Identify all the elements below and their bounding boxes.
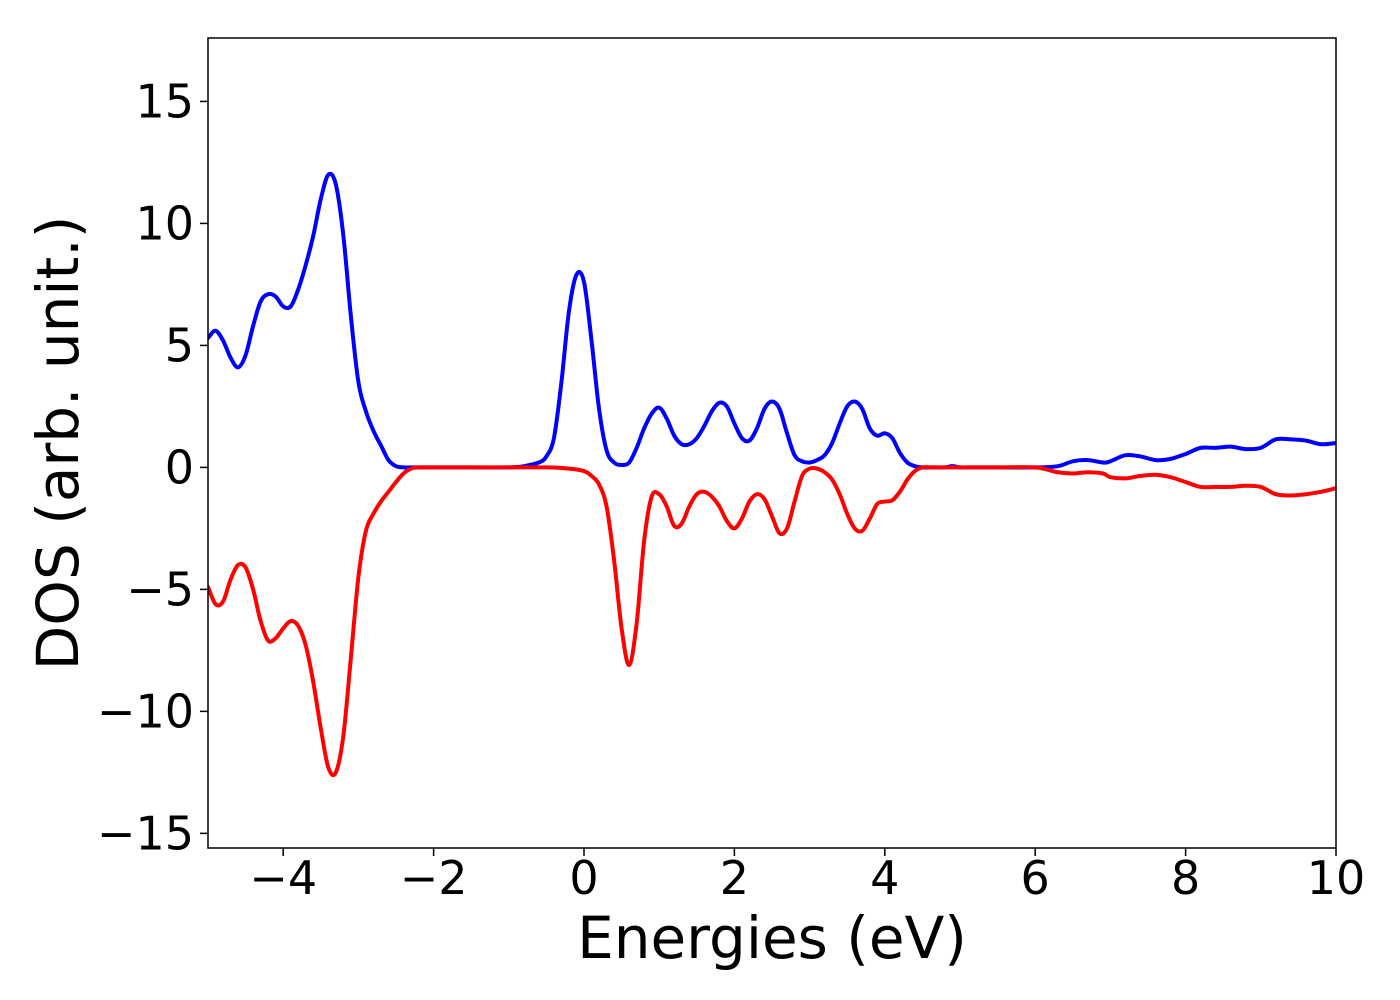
- series-layer: [208, 171, 1336, 778]
- plot-frame: [207, 37, 1337, 849]
- y-tick-label: −15: [97, 806, 194, 860]
- y-ticks: 15 10 5 0 −5 −10 −15: [97, 74, 208, 860]
- x-tick-label: 10: [1307, 851, 1366, 905]
- series-line-1: [208, 171, 1336, 470]
- x-tick-label: 4: [870, 851, 899, 905]
- x-axis-label: Energies (eV): [577, 904, 967, 972]
- x-tick-label: −4: [249, 851, 317, 905]
- y-tick-label: 0: [165, 440, 194, 494]
- x-tick-label: 0: [569, 851, 598, 905]
- y-axis-label: DOS (arb. unit.): [24, 216, 92, 671]
- x-tick-label: −2: [400, 851, 468, 905]
- y-tick-label: 10: [135, 196, 194, 250]
- x-tick-label: 6: [1021, 851, 1050, 905]
- series-line-2: [208, 465, 1336, 778]
- x-tick-label: 8: [1171, 851, 1200, 905]
- y-tick-label: −10: [97, 684, 194, 738]
- y-tick-label: 5: [165, 318, 194, 372]
- x-tick-label: 2: [720, 851, 749, 905]
- plot-background: [208, 38, 1336, 848]
- y-tick-label: 15: [135, 74, 194, 128]
- y-tick-label: −5: [126, 562, 194, 616]
- x-ticks: −4 −2 0 2 4 6 8 10: [249, 848, 1365, 905]
